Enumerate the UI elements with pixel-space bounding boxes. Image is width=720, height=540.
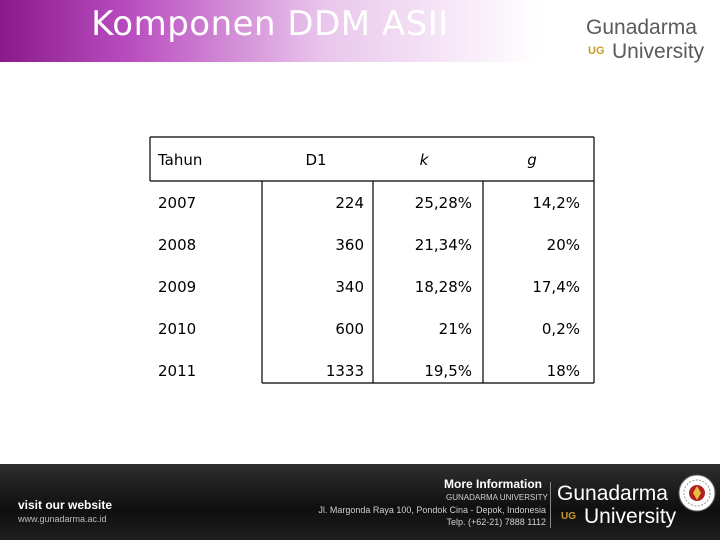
- cell-g: 14,2%: [532, 194, 580, 212]
- table-row: 2011 1333 19,5% 18%: [152, 350, 586, 392]
- university-logo: Gunadarma UG University: [584, 16, 714, 70]
- header-g: g: [527, 151, 537, 169]
- university-seal-icon: [678, 474, 716, 512]
- header-tahun: Tahun: [158, 151, 203, 169]
- dividend-table: Tahun D1 k g 2007 224 25,28% 14,2% 2008 …: [152, 138, 586, 392]
- cell-year: 2009: [158, 278, 197, 296]
- table-header-row: Tahun D1 k g: [152, 138, 586, 182]
- cell-k: 19,5%: [424, 362, 472, 380]
- footer-logo-university: University: [584, 505, 677, 528]
- cell-k: 18,28%: [414, 278, 472, 296]
- cell-d1: 1333: [325, 362, 364, 380]
- table-row: 2010 600 21% 0,2%: [152, 308, 586, 350]
- cell-k: 21%: [438, 320, 472, 338]
- slide-title: Komponen DDM ASII: [91, 4, 449, 44]
- footer-logo-name: Gunadarma: [557, 482, 668, 505]
- logo-ug-mark: UG: [588, 45, 605, 57]
- cell-d1: 600: [335, 320, 364, 338]
- footer-bar: visit our website www.gunadarma.ac.id Mo…: [0, 464, 720, 540]
- university-name-caps: GUNADARMA UNIVERSITY: [446, 493, 548, 502]
- footer-divider: [550, 482, 551, 528]
- phone-text: Telp. (+62-21) 7888 1112: [446, 517, 547, 527]
- cell-g: 20%: [546, 236, 580, 254]
- cell-d1: 360: [335, 236, 364, 254]
- header-k: k: [419, 151, 429, 169]
- table-row: 2007 224 25,28% 14,2%: [152, 182, 586, 224]
- cell-k: 21,34%: [414, 236, 472, 254]
- logo-name: Gunadarma: [586, 16, 697, 39]
- table-row: 2008 360 21,34% 20%: [152, 224, 586, 266]
- cell-d1: 340: [335, 278, 364, 296]
- header-bar: [0, 0, 720, 62]
- cell-g: 17,4%: [532, 278, 580, 296]
- cell-year: 2010: [158, 320, 197, 338]
- cell-year: 2008: [158, 236, 197, 254]
- cell-year: 2007: [158, 194, 197, 212]
- footer-logo-ug-mark: UG: [561, 511, 576, 522]
- address-text: Jl. Margonda Raya 100, Pondok Cina - Dep…: [318, 505, 546, 515]
- table-row: 2009 340 18,28% 17,4%: [152, 266, 586, 308]
- cell-d1: 224: [335, 194, 364, 212]
- more-information-label: More Information: [444, 477, 542, 491]
- header-d1: D1: [305, 151, 327, 169]
- cell-g: 18%: [546, 362, 580, 380]
- cell-k: 25,28%: [414, 194, 472, 212]
- website-link[interactable]: www.gunadarma.ac.id: [18, 514, 107, 524]
- logo-university: University: [612, 40, 705, 63]
- cell-year: 2011: [158, 362, 197, 380]
- cell-g: 0,2%: [541, 320, 580, 338]
- visit-website-label: visit our website: [18, 498, 113, 512]
